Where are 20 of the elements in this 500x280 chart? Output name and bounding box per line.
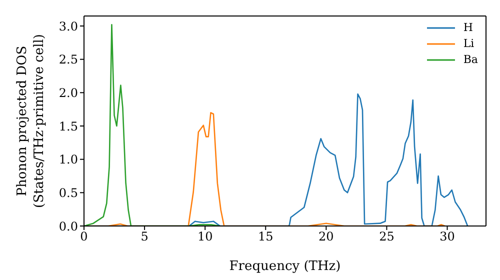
y-tick-label: 1.0 xyxy=(58,152,78,167)
x-tick-label: 15 xyxy=(258,230,274,244)
x-tick-label: 20 xyxy=(318,230,334,244)
y-tick-label: 2.5 xyxy=(58,52,78,67)
legend-label: Ba xyxy=(463,52,478,68)
y-tick-label: 0.5 xyxy=(58,186,78,200)
x-tick-label: 0 xyxy=(80,230,88,244)
y-axis-title: Phonon projected DOS (States/THz·primitive cell) xyxy=(15,34,47,208)
y-tick-label: 3.0 xyxy=(58,19,78,34)
x-tick-label: 10 xyxy=(197,230,213,244)
y-tick-label: 0.0 xyxy=(58,219,78,234)
x-tick-label: 25 xyxy=(379,230,394,244)
line-series xyxy=(84,24,220,226)
x-axis-title: Frequency (THz) xyxy=(229,259,341,274)
y-tick-label: 2.0 xyxy=(58,86,78,100)
legend-label: Li xyxy=(463,36,474,52)
x-tick-label: 5 xyxy=(140,230,148,244)
y-tick-label: 1.5 xyxy=(58,119,78,134)
legend-label: H xyxy=(463,20,473,36)
x-tick-label: 30 xyxy=(440,230,455,244)
